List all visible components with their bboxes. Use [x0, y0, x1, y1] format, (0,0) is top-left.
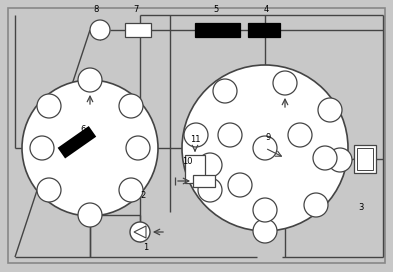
Circle shape [119, 178, 143, 202]
Text: 11: 11 [190, 135, 200, 144]
Bar [357, 148, 373, 170]
Circle shape [313, 146, 337, 170]
Circle shape [228, 173, 252, 197]
Circle shape [184, 123, 208, 147]
Circle shape [288, 123, 312, 147]
Text: 10: 10 [182, 157, 193, 166]
Bar [185, 155, 205, 183]
Text: 3: 3 [358, 203, 364, 212]
Circle shape [253, 198, 277, 222]
Text: 7: 7 [133, 5, 138, 14]
Bar [125, 23, 151, 37]
Circle shape [273, 71, 297, 95]
Polygon shape [134, 226, 146, 238]
Circle shape [253, 136, 277, 160]
Circle shape [198, 178, 222, 202]
Circle shape [30, 136, 54, 160]
Circle shape [78, 203, 102, 227]
Circle shape [218, 123, 242, 147]
Circle shape [328, 148, 352, 172]
Circle shape [318, 98, 342, 122]
Bar [58, 126, 96, 159]
Circle shape [37, 178, 61, 202]
Bar [248, 23, 280, 37]
Circle shape [213, 79, 237, 103]
Text: 5: 5 [213, 5, 218, 14]
Text: 8: 8 [93, 5, 98, 14]
Text: 4: 4 [264, 5, 269, 14]
Circle shape [198, 153, 222, 177]
Circle shape [304, 193, 328, 217]
Circle shape [253, 219, 277, 243]
Bar [195, 23, 240, 37]
Text: 6: 6 [80, 125, 85, 134]
Text: 9: 9 [266, 134, 271, 143]
Circle shape [78, 68, 102, 92]
Circle shape [130, 222, 150, 242]
Circle shape [182, 65, 348, 231]
Circle shape [119, 94, 143, 118]
Circle shape [126, 136, 150, 160]
Circle shape [22, 80, 158, 216]
Bar [354, 145, 376, 173]
Text: 2: 2 [140, 190, 145, 199]
Text: 1: 1 [143, 243, 148, 252]
Circle shape [37, 94, 61, 118]
Bar [193, 175, 215, 187]
Circle shape [90, 20, 110, 40]
